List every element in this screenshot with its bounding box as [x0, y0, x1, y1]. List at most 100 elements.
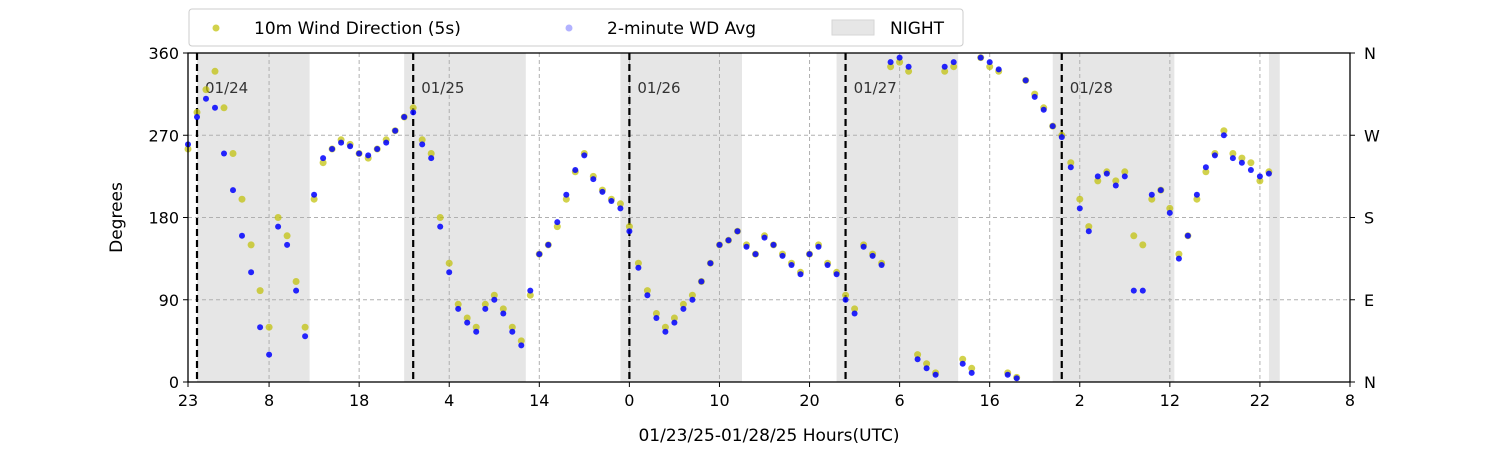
wd-point-116 — [1229, 150, 1237, 157]
avg-point-48 — [617, 205, 624, 212]
x-tick-label-2: 18 — [349, 391, 369, 410]
wd-point-50 — [634, 259, 642, 267]
avg-point-18 — [347, 143, 354, 150]
avg-point-45 — [590, 176, 597, 183]
avg-point-112 — [1193, 191, 1200, 198]
wd-point-6 — [238, 195, 246, 203]
avg-point-89 — [986, 59, 993, 66]
wd-point-118 — [1247, 159, 1255, 167]
wd-point-27 — [427, 150, 435, 157]
avg-point-52 — [653, 315, 660, 321]
wd-point-4 — [220, 104, 228, 112]
wd-point-74 — [851, 305, 859, 313]
avg-point-21 — [374, 146, 381, 152]
avg-point-49 — [626, 228, 633, 235]
wd-point-9 — [265, 323, 273, 331]
avg-point-50 — [635, 264, 642, 271]
avg-point-8 — [257, 324, 264, 331]
avg-point-37 — [518, 342, 525, 349]
avg-point-98 — [1067, 164, 1074, 171]
y-axis-label: Degrees — [107, 182, 127, 253]
avg-point-11 — [284, 241, 291, 248]
avg-point-76 — [869, 252, 876, 259]
avg-point-82 — [923, 365, 930, 372]
avg-point-85 — [950, 59, 957, 66]
wd-point-104 — [1121, 168, 1129, 176]
avg-point-29 — [446, 269, 453, 276]
wd-point-81 — [914, 351, 922, 359]
day-marker-label-4: 01/28 — [1070, 79, 1113, 97]
avg-point-61 — [734, 228, 741, 235]
avg-point-15 — [320, 155, 327, 162]
wd-point-87 — [968, 364, 976, 372]
wd-point-112 — [1193, 195, 1201, 203]
day-marker-label-0: 01/24 — [205, 79, 248, 97]
avg-point-114 — [1211, 152, 1218, 159]
avg-point-58 — [707, 260, 714, 267]
y-tick-label-2: 180 — [148, 209, 179, 228]
legend-label-wind-direction: 10m Wind Direction (5s) — [254, 19, 461, 39]
avg-point-41 — [554, 219, 561, 226]
wd-point-1 — [193, 108, 201, 116]
avg-point-113 — [1202, 164, 1209, 171]
avg-point-43 — [572, 167, 579, 173]
wd-point-2 — [202, 86, 210, 94]
avg-point-109 — [1166, 209, 1173, 216]
wd-point-3 — [211, 67, 219, 75]
wd-point-28 — [436, 214, 444, 221]
x-tick-label-1: 8 — [264, 391, 274, 410]
avg-point-39 — [536, 251, 543, 258]
wd-point-86 — [959, 355, 967, 363]
wd-point-107 — [1148, 195, 1156, 203]
wd-point-8 — [256, 287, 264, 295]
avg-point-95 — [1040, 106, 1047, 113]
wd-point-103 — [1112, 177, 1120, 185]
right-tick-label-3: W — [1364, 126, 1380, 145]
day-marker-layer: 01/24 01/25 01/26 01/27 01/28 — [195, 53, 1113, 382]
avg-point-104 — [1121, 173, 1128, 180]
avg-point-30 — [455, 305, 462, 312]
y-tick-label-4: 360 — [148, 44, 179, 63]
right-tick-label-2: S — [1364, 209, 1374, 228]
wd-point-41 — [553, 223, 561, 231]
avg-point-79 — [896, 54, 903, 61]
avg-point-108 — [1157, 187, 1164, 194]
avg-point-94 — [1031, 93, 1038, 100]
wd-point-100 — [1085, 223, 1093, 231]
wd-point-115 — [1220, 127, 1228, 135]
avg-point-88 — [977, 54, 984, 61]
avg-point-44 — [581, 152, 588, 159]
x-tick-label-11: 12 — [1160, 391, 1180, 410]
avg-point-20 — [365, 152, 372, 159]
avg-point-120 — [1265, 170, 1272, 177]
x-axis-label: 01/23/25-01/28/25 Hours(UTC) — [638, 426, 899, 446]
wd-point-79 — [896, 58, 904, 66]
wd-point-80 — [905, 67, 913, 75]
wd-point-52 — [652, 310, 660, 317]
avg-point-116 — [1229, 155, 1236, 162]
x-tick-label-9: 16 — [980, 391, 1000, 410]
wd-point-30 — [454, 300, 462, 308]
avg-point-24 — [401, 114, 408, 120]
avg-point-80 — [905, 63, 912, 70]
avg-point-118 — [1247, 167, 1254, 173]
avg-point-73 — [842, 296, 849, 303]
avg-point-77 — [878, 262, 885, 268]
legend-patch-night — [831, 19, 875, 36]
series-1 — [185, 54, 1272, 382]
avg-point-7 — [248, 269, 255, 276]
avg-point-5 — [230, 187, 236, 194]
legend: 10m Wind Direction (5s) 2-minute WD Avg … — [188, 8, 964, 47]
y-tick-label-3: 270 — [148, 126, 179, 145]
avg-point-4 — [221, 150, 227, 157]
avg-point-31 — [464, 319, 471, 326]
avg-point-110 — [1175, 255, 1182, 262]
wd-point-56 — [688, 291, 696, 299]
y-tick-label-1: 90 — [159, 291, 179, 310]
right-tick-label-4: N — [1364, 44, 1376, 63]
x-tick-label-0: 23 — [178, 391, 198, 410]
wd-point-98 — [1067, 159, 1075, 167]
axis-layer: 23 8 18 4 14 0 10 20 6 16 2 12 22 8 0 N 90 E 180 S 270 W 360 N — [148, 44, 1380, 410]
avg-point-9 — [266, 351, 273, 358]
